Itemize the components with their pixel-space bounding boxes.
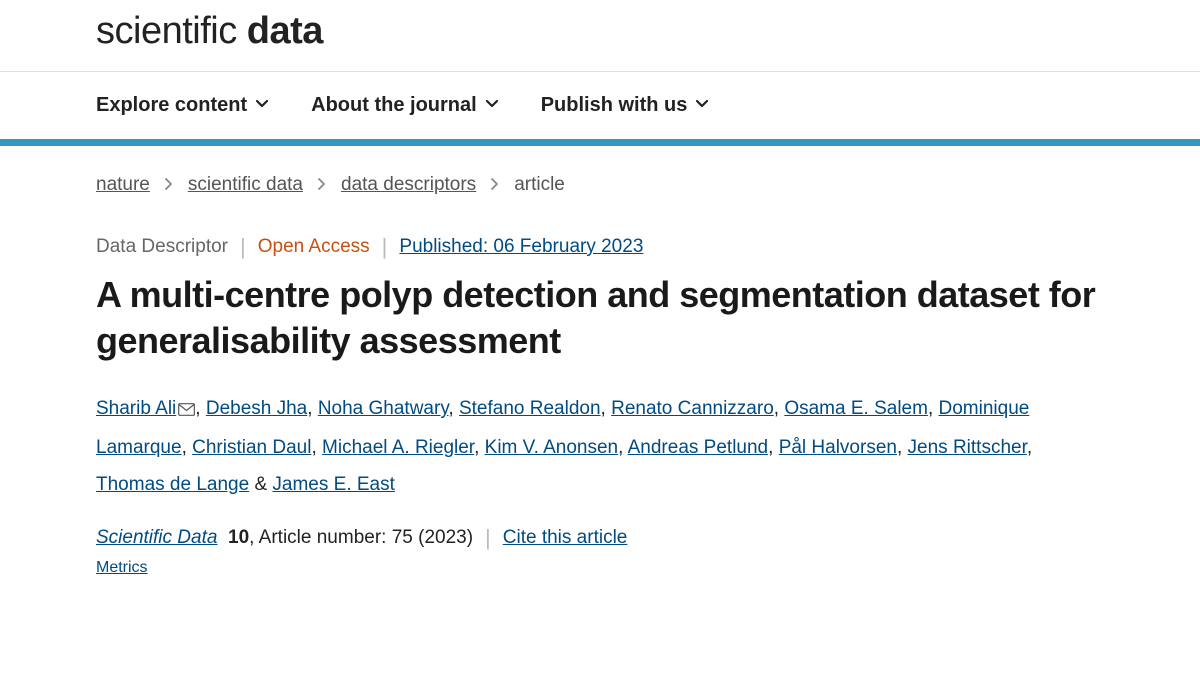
- breadcrumb: nature scientific data data descriptors …: [96, 174, 1104, 196]
- author-link[interactable]: Osama E. Salem: [784, 398, 928, 419]
- article-title: A multi-centre polyp detection and segme…: [96, 272, 1104, 364]
- chevron-right-icon: [490, 174, 500, 196]
- chevron-right-icon: [164, 174, 174, 196]
- chevron-down-icon: [485, 94, 499, 117]
- author-link[interactable]: Pål Halvorsen: [779, 437, 897, 458]
- article-content: nature scientific data data descriptors …: [0, 146, 1200, 577]
- journal-header: scientific data: [0, 0, 1200, 71]
- logo-text-light: scientific: [96, 10, 247, 52]
- mail-icon[interactable]: [176, 392, 195, 429]
- metrics-link[interactable]: Metrics: [96, 559, 148, 576]
- author-link[interactable]: Kim V. Anonsen: [485, 437, 618, 458]
- article-type: Data Descriptor: [96, 236, 228, 258]
- nav-item-label: About the journal: [311, 94, 477, 117]
- author-link[interactable]: Andreas Petlund: [628, 437, 769, 458]
- logo-text-bold: data: [247, 10, 323, 52]
- citation-row: Scientific Data 10, Article number: 75 (…: [96, 527, 1104, 549]
- article-number-text: , Article number: 75 (2023): [249, 527, 473, 548]
- breadcrumb-current: article: [514, 174, 565, 196]
- journal-logo[interactable]: scientific data: [96, 10, 1200, 53]
- breadcrumb-scientific-data[interactable]: scientific data: [188, 174, 303, 196]
- nav-explore-content[interactable]: Explore content: [96, 94, 269, 117]
- primary-nav: Explore content About the journal Publis…: [0, 72, 1200, 139]
- chevron-down-icon: [255, 94, 269, 117]
- nav-item-label: Publish with us: [541, 94, 688, 117]
- cite-this-article-link[interactable]: Cite this article: [503, 527, 628, 549]
- nav-publish-with-us[interactable]: Publish with us: [541, 94, 710, 117]
- journal-link[interactable]: Scientific Data: [96, 527, 217, 548]
- author-link[interactable]: Debesh Jha: [206, 398, 307, 419]
- meta-separator: |: [485, 527, 491, 549]
- author-link[interactable]: Christian Daul: [192, 437, 311, 458]
- chevron-down-icon: [695, 94, 709, 117]
- author-link[interactable]: Renato Cannizzaro: [611, 398, 774, 419]
- metrics-row: Metrics: [96, 559, 1104, 577]
- nav-about-journal[interactable]: About the journal: [311, 94, 499, 117]
- author-link[interactable]: Noha Ghatwary: [318, 398, 449, 419]
- author-link[interactable]: James E. East: [272, 474, 395, 495]
- author-link[interactable]: Stefano Realdon: [459, 398, 601, 419]
- author-link[interactable]: Sharib Ali: [96, 398, 176, 419]
- breadcrumb-data-descriptors[interactable]: data descriptors: [341, 174, 476, 196]
- meta-separator: |: [382, 236, 388, 258]
- volume-number: 10: [228, 527, 249, 548]
- author-link[interactable]: Michael A. Riegler: [322, 437, 474, 458]
- author-list: Sharib Ali , Debesh Jha, Noha Ghatwary, …: [96, 390, 1104, 503]
- accent-bar: [0, 139, 1200, 146]
- author-link[interactable]: Jens Rittscher: [908, 437, 1027, 458]
- breadcrumb-nature[interactable]: nature: [96, 174, 150, 196]
- meta-separator: |: [240, 236, 246, 258]
- published-date-link[interactable]: Published: 06 February 2023: [399, 236, 643, 258]
- chevron-right-icon: [317, 174, 327, 196]
- nav-item-label: Explore content: [96, 94, 247, 117]
- open-access-badge: Open Access: [258, 236, 370, 258]
- author-link[interactable]: Thomas de Lange: [96, 474, 249, 495]
- article-meta: Data Descriptor | Open Access | Publishe…: [96, 236, 1104, 258]
